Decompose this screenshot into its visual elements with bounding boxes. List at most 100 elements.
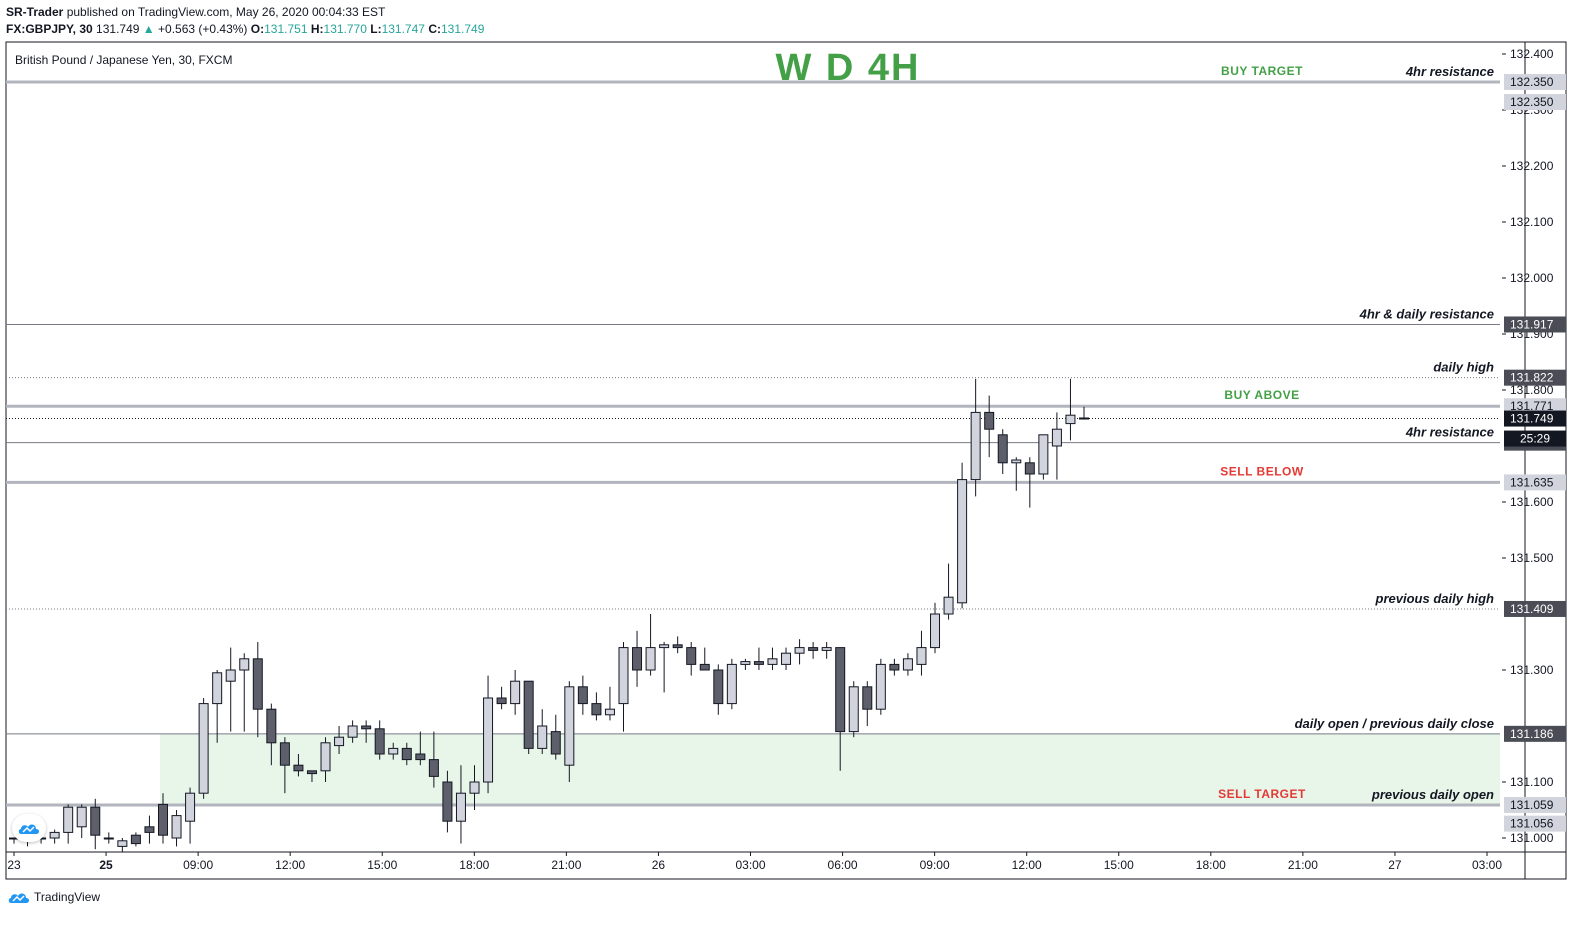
- level-label-4: 4hr resistance: [1405, 425, 1494, 440]
- level-label-1: 4hr & daily resistance: [1359, 306, 1494, 321]
- candle-body[interactable]: [726, 663, 737, 705]
- candle-body[interactable]: [279, 742, 290, 766]
- y-tick-label: 132.400: [1510, 47, 1554, 61]
- candle-body[interactable]: [686, 647, 697, 665]
- change-value: +0.563 (+0.43%): [158, 22, 248, 36]
- candle-body[interactable]: [1065, 414, 1076, 425]
- candle-body[interactable]: [212, 672, 223, 705]
- candle-body[interactable]: [808, 647, 819, 651]
- candle-body[interactable]: [970, 411, 981, 481]
- candle-body[interactable]: [604, 708, 615, 716]
- y-tick-label: 131.100: [1510, 775, 1554, 789]
- candle-body[interactable]: [293, 764, 304, 772]
- candle-body[interactable]: [306, 770, 317, 775]
- candle-body[interactable]: [537, 725, 548, 749]
- candle-body[interactable]: [76, 806, 87, 828]
- candle-body[interactable]: [767, 658, 778, 665]
- candle-body[interactable]: [835, 647, 846, 733]
- candle-body[interactable]: [1051, 428, 1062, 447]
- candle-body[interactable]: [591, 703, 602, 716]
- candle-body[interactable]: [130, 834, 141, 845]
- candle-body[interactable]: [185, 792, 196, 822]
- candle-body[interactable]: [713, 669, 724, 705]
- symbol-label: FX:GBPJPY, 30: [6, 22, 93, 36]
- y-tick-label: 131.000: [1510, 831, 1554, 845]
- candle-body[interactable]: [266, 708, 277, 744]
- candle-body[interactable]: [1024, 462, 1035, 475]
- level-price-label-6-bg: [1504, 600, 1566, 617]
- candle-body[interactable]: [103, 837, 114, 840]
- x-tick-label: 09:00: [183, 858, 213, 872]
- candle-body[interactable]: [388, 747, 399, 755]
- candle-body[interactable]: [442, 781, 453, 822]
- candle-body[interactable]: [848, 686, 859, 733]
- extra-price-label-0-bg: [1504, 94, 1566, 110]
- candle-body[interactable]: [1011, 459, 1022, 464]
- level-price-label-0: 132.350: [1510, 75, 1554, 89]
- extra-price-label-0: 132.350: [1510, 95, 1554, 109]
- candle-body[interactable]: [997, 434, 1008, 464]
- author-name[interactable]: SR-Trader: [6, 5, 64, 19]
- candle-body[interactable]: [550, 731, 561, 755]
- candle-body[interactable]: [862, 686, 873, 710]
- candle-body[interactable]: [699, 663, 710, 671]
- candle-body[interactable]: [63, 806, 74, 833]
- level-label-6: previous daily high: [1375, 591, 1495, 606]
- open-value: 131.751: [264, 22, 308, 36]
- candle-body[interactable]: [320, 742, 331, 772]
- candle-body[interactable]: [496, 697, 507, 705]
- candle-body[interactable]: [428, 759, 439, 777]
- candle-body[interactable]: [198, 703, 209, 794]
- candle-body[interactable]: [334, 736, 345, 747]
- candle-body[interactable]: [239, 658, 250, 671]
- tradingview-logo-button[interactable]: [12, 814, 46, 842]
- candle-body[interactable]: [889, 663, 900, 671]
- candle-body[interactable]: [618, 647, 629, 705]
- candle-body[interactable]: [902, 658, 913, 671]
- candle-body[interactable]: [577, 686, 588, 705]
- candle-body[interactable]: [361, 725, 372, 730]
- candle-body[interactable]: [632, 647, 643, 671]
- candle-body[interactable]: [943, 596, 954, 615]
- candle-body[interactable]: [1038, 434, 1049, 475]
- level-tag-0: BUY TARGET: [1221, 64, 1303, 78]
- candle-body[interactable]: [415, 753, 426, 761]
- extra-price-label-1-bg: [1504, 815, 1566, 832]
- candle-body[interactable]: [455, 792, 466, 822]
- candle-body[interactable]: [374, 728, 385, 755]
- candle-body[interactable]: [781, 652, 792, 665]
- candle-body[interactable]: [171, 815, 182, 839]
- candle-body[interactable]: [645, 647, 656, 671]
- candle-body[interactable]: [659, 644, 670, 649]
- candle-body[interactable]: [510, 680, 521, 705]
- candle-body[interactable]: [984, 411, 995, 430]
- candle-body[interactable]: [875, 663, 886, 710]
- candle-body[interactable]: [144, 826, 155, 833]
- candle-body[interactable]: [916, 647, 927, 665]
- candle-body[interactable]: [252, 658, 263, 710]
- candle-body[interactable]: [469, 781, 480, 794]
- candle-body[interactable]: [957, 479, 968, 604]
- candle-body[interactable]: [225, 669, 236, 682]
- candle-body[interactable]: [821, 647, 832, 651]
- candle-body[interactable]: [157, 803, 168, 836]
- candle-body[interactable]: [90, 806, 101, 836]
- candle-body[interactable]: [794, 647, 805, 654]
- candle-body[interactable]: [753, 661, 764, 665]
- ohlc-bar: FX:GBPJPY, 30 131.749 ▲ +0.563 (+0.43%) …: [6, 22, 484, 36]
- candle-body[interactable]: [1079, 417, 1089, 420]
- candle-body[interactable]: [740, 661, 751, 665]
- candle-body[interactable]: [483, 697, 494, 783]
- candle-body[interactable]: [347, 725, 358, 738]
- candle-body[interactable]: [117, 840, 128, 847]
- close-value: 131.749: [440, 22, 485, 36]
- candle-body[interactable]: [49, 831, 60, 839]
- candle-body[interactable]: [401, 747, 412, 761]
- candle-body[interactable]: [672, 644, 683, 649]
- candle-body[interactable]: [930, 613, 941, 649]
- level-tag-8: SELL TARGET: [1218, 787, 1306, 801]
- candle-body[interactable]: [564, 686, 575, 766]
- y-tick-label: 132.000: [1510, 271, 1554, 285]
- candle-body[interactable]: [523, 680, 534, 749]
